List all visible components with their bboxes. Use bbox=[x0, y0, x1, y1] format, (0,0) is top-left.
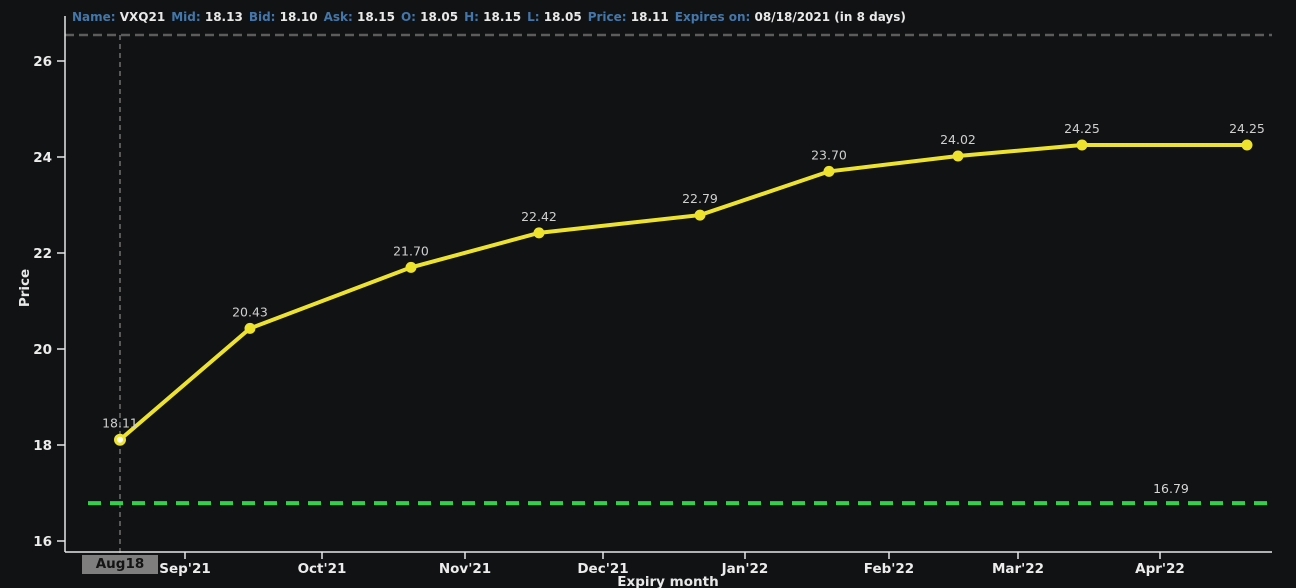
x-tick-label: Nov'21 bbox=[439, 561, 491, 577]
x-axis-title: Expiry month bbox=[617, 574, 719, 588]
quote-field: Expires on: 08/18/2021 (in 8 days) bbox=[674, 10, 906, 24]
data-point[interactable] bbox=[952, 150, 964, 162]
data-point-highlighted[interactable] bbox=[114, 433, 126, 446]
data-point-label: 21.70 bbox=[393, 243, 429, 258]
quote-header: Name: VXQ21 Mid: 18.13 Bid: 18.10 Ask: 18.1… bbox=[72, 8, 912, 26]
data-point-label: 24.02 bbox=[940, 132, 976, 147]
y-tick-label: 24 bbox=[33, 150, 52, 166]
y-axis-title: Price bbox=[17, 268, 33, 308]
x-tick-label: Sep'21 bbox=[159, 561, 210, 577]
quote-field: Bid: 18.10 bbox=[248, 10, 318, 24]
data-point[interactable] bbox=[244, 322, 256, 334]
x-tick-label: Jan'22 bbox=[721, 561, 769, 577]
quote-field: Name: VXQ21 bbox=[72, 10, 166, 24]
x-tick-label: Oct'21 bbox=[298, 561, 347, 577]
series-line bbox=[118, 143, 1247, 442]
data-point[interactable] bbox=[1241, 139, 1253, 151]
data-point[interactable] bbox=[694, 209, 706, 221]
y-tick-label: 16 bbox=[33, 534, 52, 550]
y-tick-label: 26 bbox=[33, 54, 52, 70]
data-point-label: 23.70 bbox=[811, 147, 847, 162]
quote-field: Ask: 18.15 bbox=[323, 10, 395, 24]
data-point-label: 18.11 bbox=[102, 416, 138, 431]
reference-line-label: 16.79 bbox=[1153, 481, 1189, 496]
x-tick-label: Feb'22 bbox=[864, 561, 914, 577]
quote-field: Mid: 18.13 bbox=[171, 10, 243, 24]
y-tick-label: 20 bbox=[33, 342, 52, 358]
x-tick-label: Dec'21 bbox=[577, 561, 628, 577]
quote-field: H: 18.15 bbox=[464, 10, 522, 24]
data-point-label: 24.25 bbox=[1229, 121, 1265, 136]
y-tick-label: 18 bbox=[33, 438, 52, 454]
data-point-label: 24.25 bbox=[1064, 121, 1100, 136]
quote-field: Price: 18.11 bbox=[587, 10, 669, 24]
x-tick-label: Mar'22 bbox=[992, 561, 1044, 577]
quote-field: O: 18.05 bbox=[400, 10, 459, 24]
data-point-label: 22.79 bbox=[682, 191, 718, 206]
x-tick-label: Apr'22 bbox=[1135, 561, 1185, 577]
data-point[interactable] bbox=[823, 165, 835, 177]
data-point[interactable] bbox=[533, 227, 545, 239]
data-point-label: 22.42 bbox=[521, 209, 557, 224]
data-point[interactable] bbox=[1076, 139, 1088, 151]
quote-field: L: 18.05 bbox=[527, 10, 582, 24]
data-point-label: 20.43 bbox=[232, 304, 268, 319]
crosshair-x-label: Aug18 bbox=[82, 555, 158, 574]
y-tick-label: 22 bbox=[33, 246, 52, 262]
data-point[interactable] bbox=[405, 261, 417, 273]
